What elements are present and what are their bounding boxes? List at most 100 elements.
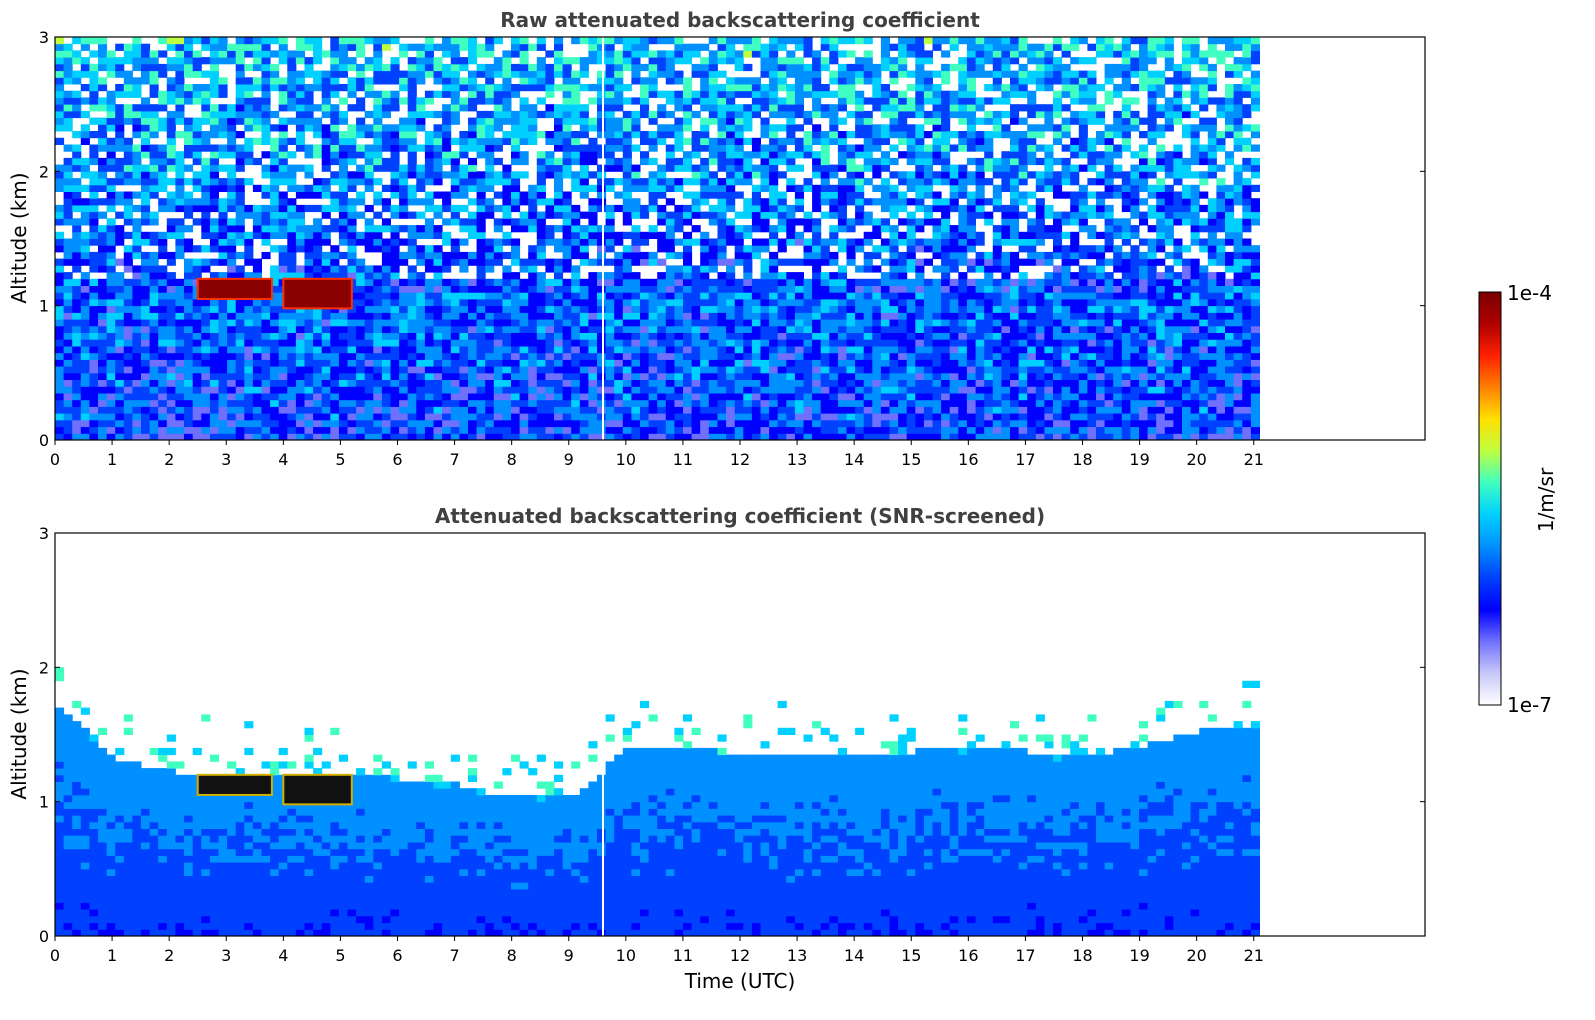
top-heatmap-cell bbox=[407, 238, 417, 246]
top-heatmap-cell bbox=[777, 198, 787, 206]
top-heatmap-cell bbox=[295, 265, 305, 273]
top-heatmap-cell bbox=[820, 319, 830, 327]
top-heatmap-cell bbox=[295, 37, 305, 45]
top-heatmap-cell bbox=[313, 399, 323, 407]
top-heatmap-cell bbox=[760, 393, 770, 401]
top-heatmap-cell bbox=[855, 90, 865, 98]
top-heatmap-cell bbox=[123, 433, 133, 440]
top-heatmap-cell bbox=[605, 325, 615, 333]
top-heatmap-cell bbox=[769, 70, 779, 78]
top-heatmap-cell bbox=[399, 426, 409, 434]
top-heatmap-cell bbox=[769, 272, 779, 280]
top-heatmap-cell bbox=[459, 359, 469, 367]
top-heatmap-cell bbox=[880, 292, 890, 300]
top-heatmap-cell bbox=[588, 211, 598, 219]
top-heatmap-cell bbox=[889, 292, 899, 300]
top-heatmap-cell bbox=[846, 426, 856, 434]
top-heatmap-cell bbox=[700, 90, 710, 98]
top-heatmap-cell bbox=[863, 325, 873, 333]
top-heatmap-cell bbox=[683, 319, 693, 327]
top-heatmap-cell bbox=[631, 70, 641, 78]
top-heatmap-cell bbox=[141, 211, 151, 219]
top-heatmap-cell bbox=[304, 319, 314, 327]
top-heatmap-cell bbox=[880, 278, 890, 286]
top-heatmap-cell bbox=[588, 352, 598, 360]
top-heatmap-cell bbox=[786, 97, 796, 105]
top-heatmap-cell bbox=[72, 231, 82, 239]
top-heatmap-cell bbox=[855, 184, 865, 192]
top-heatmap-cell bbox=[622, 57, 632, 65]
top-heatmap-cell bbox=[450, 184, 460, 192]
top-heatmap-cell bbox=[227, 413, 237, 421]
top-heatmap-cell bbox=[364, 346, 374, 354]
top-heatmap-cell bbox=[622, 157, 632, 166]
top-heatmap-cell bbox=[614, 325, 624, 333]
top-heatmap-cell bbox=[201, 225, 211, 233]
top-heatmap-cell bbox=[837, 97, 847, 105]
top-heatmap-cell bbox=[554, 399, 564, 407]
top-heatmap-cell bbox=[278, 372, 288, 380]
top-heatmap-cell bbox=[450, 325, 460, 333]
top-heatmap-cell bbox=[700, 339, 710, 347]
top-heatmap-cell bbox=[330, 157, 340, 166]
top-heatmap-cell bbox=[640, 131, 650, 139]
top-heatmap-cell bbox=[106, 124, 116, 132]
top-heatmap-cell bbox=[149, 413, 159, 421]
top-heatmap-cell bbox=[115, 419, 125, 428]
top-heatmap-cell bbox=[648, 285, 658, 293]
top-heatmap-cell bbox=[175, 413, 185, 421]
top-heatmap-cell bbox=[588, 413, 598, 421]
top-heatmap-cell bbox=[424, 379, 434, 387]
top-heatmap-cell bbox=[476, 50, 486, 58]
top-heatmap-cell bbox=[235, 164, 245, 172]
top-heatmap-cell bbox=[98, 225, 108, 233]
top-heatmap-cell bbox=[545, 359, 555, 367]
top-heatmap-cell bbox=[846, 359, 856, 367]
top-heatmap-cell bbox=[63, 339, 73, 347]
top-heatmap-cell bbox=[175, 97, 185, 105]
top-heatmap-cell bbox=[364, 278, 374, 286]
top-heatmap-cell bbox=[640, 231, 650, 239]
top-heatmap-cell bbox=[717, 413, 727, 421]
top-heatmap-cell bbox=[442, 110, 452, 119]
top-heatmap-cell bbox=[674, 218, 684, 226]
top-heatmap-cell bbox=[381, 164, 391, 172]
top-heatmap-cell bbox=[424, 70, 434, 78]
top-heatmap-cell bbox=[227, 124, 237, 132]
top-heatmap-cell bbox=[674, 366, 684, 374]
top-heatmap-cell bbox=[63, 305, 73, 313]
top-heatmap-cell bbox=[640, 325, 650, 333]
top-heatmap-cell bbox=[218, 144, 228, 152]
top-heatmap-cell bbox=[381, 366, 391, 374]
top-heatmap-cell bbox=[123, 57, 133, 65]
top-heatmap-cell bbox=[313, 43, 323, 51]
top-heatmap-cell bbox=[356, 144, 366, 152]
top-heatmap-cell bbox=[545, 292, 555, 300]
top-heatmap-cell bbox=[683, 97, 693, 105]
top-heatmap-cell bbox=[863, 278, 873, 286]
top-heatmap-cell bbox=[528, 117, 538, 125]
top-heatmap-cell bbox=[674, 332, 684, 340]
top-heatmap-cell bbox=[614, 433, 624, 440]
top-heatmap-cell bbox=[528, 325, 538, 333]
top-heatmap-cell bbox=[184, 245, 194, 253]
top-heatmap-cell bbox=[261, 70, 271, 78]
top-heatmap-cell bbox=[381, 238, 391, 246]
top-heatmap-cell bbox=[287, 366, 297, 374]
top-heatmap-cell bbox=[80, 359, 90, 367]
top-heatmap-cell bbox=[356, 37, 366, 45]
top-heatmap-cell bbox=[528, 292, 538, 300]
top-heatmap-cell bbox=[158, 399, 168, 407]
top-heatmap-cell bbox=[476, 184, 486, 192]
top-heatmap-cell bbox=[149, 339, 159, 347]
top-heatmap-cell bbox=[55, 265, 65, 273]
top-heatmap-cell bbox=[80, 272, 90, 280]
top-heatmap-cell bbox=[803, 372, 813, 380]
top-heatmap-cell bbox=[683, 419, 693, 428]
top-heatmap-cell bbox=[468, 406, 478, 414]
top-heatmap-cell bbox=[554, 131, 564, 139]
top-heatmap-cell bbox=[605, 178, 615, 186]
top-heatmap-cell bbox=[468, 84, 478, 92]
top-heatmap-cell bbox=[812, 386, 822, 394]
top-heatmap-cell bbox=[278, 218, 288, 226]
